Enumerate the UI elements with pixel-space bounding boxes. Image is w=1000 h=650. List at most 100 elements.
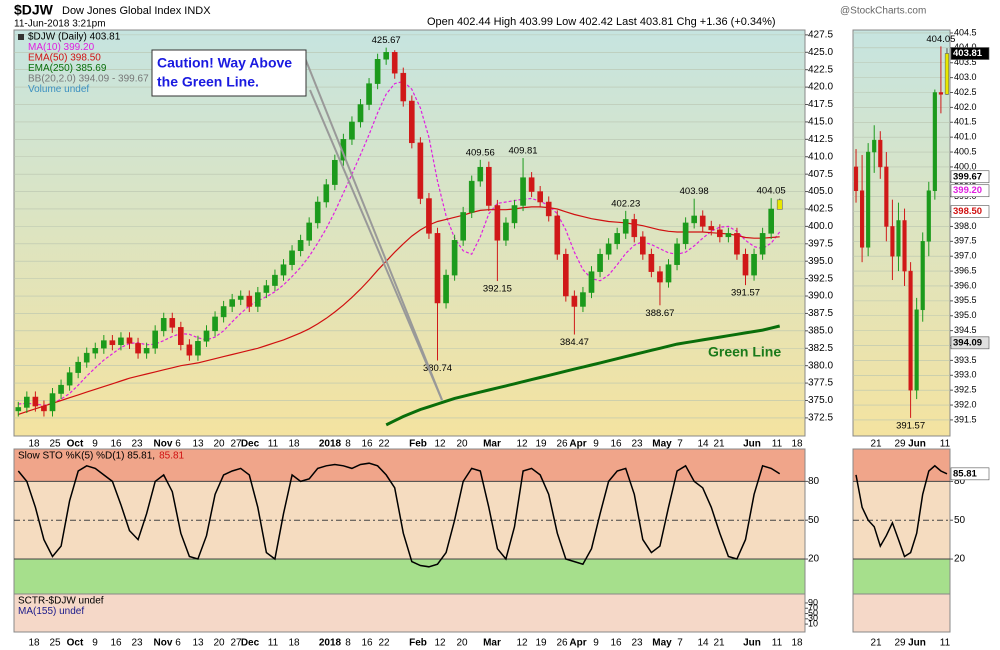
x-tick-label: 16	[110, 638, 122, 649]
candle-body	[135, 343, 141, 354]
candle-body	[152, 330, 158, 349]
y-tick-label: 398.0	[954, 221, 977, 231]
callout: Caution! Way Above the Green Line.	[151, 49, 443, 401]
y-tick-label: 422.5	[808, 64, 833, 75]
x-tick-label: Mar	[483, 439, 501, 450]
peak-label: 403.98	[680, 186, 709, 197]
x-tick-label: 13	[192, 439, 204, 450]
candle-body	[203, 330, 210, 342]
candle-body	[374, 58, 381, 84]
legend-entry: EMA(50) 398.50	[28, 53, 101, 64]
candle-body	[657, 271, 663, 283]
x-tick-label: 20	[456, 439, 468, 450]
x-tick-label: 2018	[319, 439, 342, 450]
y-tick-label: 80	[954, 476, 966, 487]
y-tick-label: 20	[954, 554, 966, 565]
overlay-line	[385, 324, 781, 427]
price-tag-label: 398.50	[953, 206, 982, 217]
candle-body	[460, 212, 466, 241]
x-tick-label: 8	[345, 638, 351, 649]
x-tick-label: 23	[131, 638, 143, 649]
zone-oversold	[852, 558, 951, 595]
candle-body	[101, 340, 107, 349]
x-tick-label: 6	[175, 439, 181, 450]
peak-label: 425.67	[372, 35, 401, 46]
peak-label: 380.74	[423, 363, 452, 374]
candle-body	[83, 352, 90, 363]
legend-entry: Volume undef	[28, 84, 89, 95]
y-tick-label: 415.0	[808, 117, 833, 128]
y-tick-label: 400.0	[954, 161, 977, 171]
x-tick-label: Nov	[154, 439, 173, 450]
candle-body	[178, 327, 184, 346]
y-tick-label: 403.5	[954, 57, 977, 67]
x-tick-label: May	[652, 439, 672, 450]
candle-body	[537, 191, 543, 203]
peak-label: 409.81	[509, 146, 538, 157]
y-tick-label: 402.0	[954, 102, 977, 112]
candle-body	[15, 407, 22, 412]
legend-entry: MA(10) 399.20	[28, 42, 95, 53]
candle-body	[314, 201, 321, 224]
candle-body	[434, 233, 441, 304]
y-tick-label: 401.0	[954, 132, 977, 142]
sctr-panel	[13, 593, 806, 633]
candle-body	[717, 229, 723, 238]
candle-body	[866, 151, 871, 248]
candle-body	[443, 274, 449, 304]
x-tick-label: 25	[49, 638, 61, 649]
y-tick-label: 402.5	[808, 204, 833, 215]
overlay-line	[18, 206, 780, 415]
candle-body	[742, 253, 749, 276]
callout-box	[151, 49, 307, 97]
x-tick-label: Apr	[569, 439, 586, 450]
y-tick-label: 405.0	[808, 186, 833, 197]
price-tag	[950, 184, 990, 198]
candle-body	[938, 92, 943, 95]
candle-body	[229, 299, 235, 307]
price-tag	[950, 467, 990, 481]
candle-body	[332, 159, 338, 185]
peak-label: 404.05	[757, 186, 786, 197]
y-tick-label: 90	[808, 597, 818, 607]
x-tick-label: 20	[456, 638, 468, 649]
candle-body	[944, 53, 950, 95]
candle-body	[503, 222, 509, 241]
zone-overbought	[14, 449, 805, 482]
y-tick-label: 397.5	[808, 238, 833, 249]
price-tag-label: 394.09	[953, 337, 982, 348]
candle-body	[237, 295, 244, 300]
candle-body	[66, 372, 73, 386]
x-tick-label: 21	[870, 439, 882, 450]
x-tick-label: 29	[894, 638, 906, 649]
x-tick-label: 14	[697, 439, 709, 450]
y-tick-label: 393.5	[954, 355, 977, 365]
candle-body	[890, 226, 895, 257]
y-tick-label: 417.5	[808, 99, 833, 110]
candle-body	[920, 241, 925, 311]
y-tick-label: 382.5	[808, 343, 833, 354]
candle-body	[126, 337, 133, 344]
x-tick-label: 25	[49, 439, 61, 450]
x-tick-label: 12	[434, 439, 446, 450]
peak-label: 391.57	[896, 420, 925, 431]
panel-frame	[13, 448, 806, 595]
candle-body	[597, 253, 603, 272]
panels: 372.5 375.0 377.5 380.0 382.5 385.0 387.5 390.0…	[13, 27, 990, 649]
x-tick-label: 6	[175, 638, 181, 649]
candle-body	[400, 72, 407, 102]
candle-body	[118, 337, 124, 346]
candle-body	[357, 104, 364, 123]
x-tick-label: 9	[92, 638, 98, 649]
x-tick-label: 9	[593, 638, 599, 649]
callout-text: the Green Line.	[157, 74, 259, 90]
x-tick-label: 21	[870, 638, 882, 649]
y-tick-label: 392.0	[954, 399, 977, 409]
credit: @StockCharts.com	[840, 6, 926, 17]
x-tick-label: 11	[268, 439, 279, 450]
y-tick-label: 410.0	[808, 151, 833, 162]
x-tick-label: 9	[92, 439, 98, 450]
candle-body	[58, 384, 64, 394]
candle-body	[588, 271, 595, 293]
